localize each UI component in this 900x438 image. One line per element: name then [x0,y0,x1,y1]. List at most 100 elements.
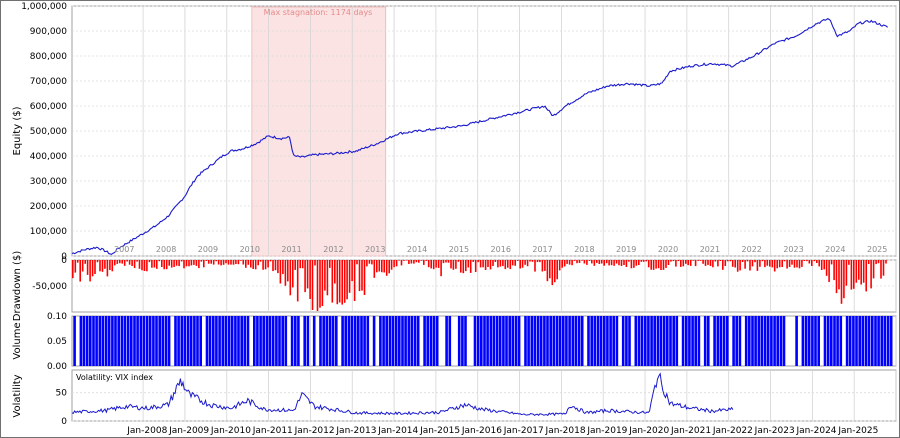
drawdown-bar [704,260,707,266]
x-tick-label: Jan-2011 [252,426,293,436]
volume-bar [130,316,133,366]
drawdown-ytick-label: -50,000 [32,282,67,292]
x-tick-label: Jan-2021 [670,426,711,436]
drawdown-bar [882,260,885,276]
volume-bar [776,316,779,366]
volume-bar [703,316,707,366]
drawdown-bar [801,260,803,267]
volume-bar [262,316,265,366]
drawdown-bar [727,260,729,262]
drawdown-bar [405,260,408,261]
drawdown-bar [497,260,499,268]
volume-bar [423,316,426,366]
drawdown-bar [724,260,727,266]
drawdown-bar [415,260,418,263]
volume-bar [158,316,161,366]
volume-bar [224,316,228,366]
drawdown-bar [843,260,845,299]
volume-bar [748,316,751,366]
volume-ytick-label: 0.05 [47,337,67,347]
volume-bar [120,316,124,366]
drawdown-bar [835,260,838,294]
volume-bar [826,316,830,366]
volume-bar [117,316,120,366]
volume-bar [707,316,710,366]
drawdown-bar [319,260,321,308]
drawdown-bar [615,260,618,264]
drawdown-bar [81,260,84,272]
volume-bar [612,316,615,366]
drawdown-bar [128,260,131,265]
volume-bar [297,316,300,366]
drawdown-bar [880,260,882,279]
drawdown-bar [682,260,685,267]
volume-bar [161,316,165,366]
drawdown-bar [215,260,217,262]
x-tick-label: Jan-2008 [126,426,167,436]
drawdown-bar [853,260,855,289]
year-label: 2014 [407,245,427,254]
drawdown-bar [872,260,875,279]
volume-bar [180,316,184,366]
volume-bar [429,316,433,366]
drawdown-bar [289,260,292,296]
volume-bar [662,316,666,366]
drawdown-bar [670,260,672,262]
drawdown-bar [114,260,116,266]
drawdown-bar [474,260,477,272]
equity-ytick-label: 1,000,000 [21,2,67,12]
drawdown-bar [531,260,534,262]
year-label: 2007 [114,245,134,254]
volume-bar [524,316,527,366]
drawdown-bar [494,260,497,262]
drawdown-bar [376,260,378,273]
volume-bar [659,316,663,366]
drawdown-bar [336,260,339,305]
drawdown-bar [111,260,114,272]
drawdown-bar [227,260,230,265]
drawdown-bar [351,260,353,282]
drawdown-bar [504,260,507,270]
series-layer [71,18,893,417]
drawdown-bar [452,260,455,270]
year-label: 2021 [700,245,720,254]
x-tick-label: Jan-2019 [586,426,627,436]
drawdown-bar [625,260,628,267]
volume-bar [101,316,105,366]
x-tick-label: Jan-2012 [294,426,335,436]
drawdown-bar [175,260,178,266]
drawdown-bar [277,260,279,274]
volume-bar [855,316,858,366]
volume-bar [218,316,221,366]
drawdown-bar [759,260,761,267]
drawdown-bar [242,260,245,265]
volume-bar [517,316,521,366]
volume-bar [331,316,335,366]
volume-bar [382,316,385,366]
drawdown-bar [131,260,133,266]
x-tick-label: Jan-2018 [545,426,586,436]
drawdown-bar [862,260,865,283]
drawdown-bar [126,260,128,262]
volume-bar [360,316,363,366]
volume-bar [372,316,376,366]
x-tick-label: Jan-2014 [377,426,418,436]
drawdown-bar [437,260,440,268]
volume-bar [325,316,329,366]
volume-bar [486,316,489,366]
volume-bar [508,316,511,366]
volume-bar [830,316,833,366]
volume-bar [735,316,738,366]
year-label: 2024 [825,245,845,254]
volume-bar [344,316,347,366]
drawdown-bar [469,260,472,273]
year-label: 2010 [240,245,260,254]
volume-bar [640,316,644,366]
drawdown-bar [712,260,714,268]
volume-bar [227,316,231,366]
volume-bar [514,316,518,366]
drawdown-bar [378,260,381,272]
equity-ytick-label: 300,000 [30,177,67,187]
drawdown-bar [769,260,771,267]
equity-ytick-label: 900,000 [30,27,67,37]
